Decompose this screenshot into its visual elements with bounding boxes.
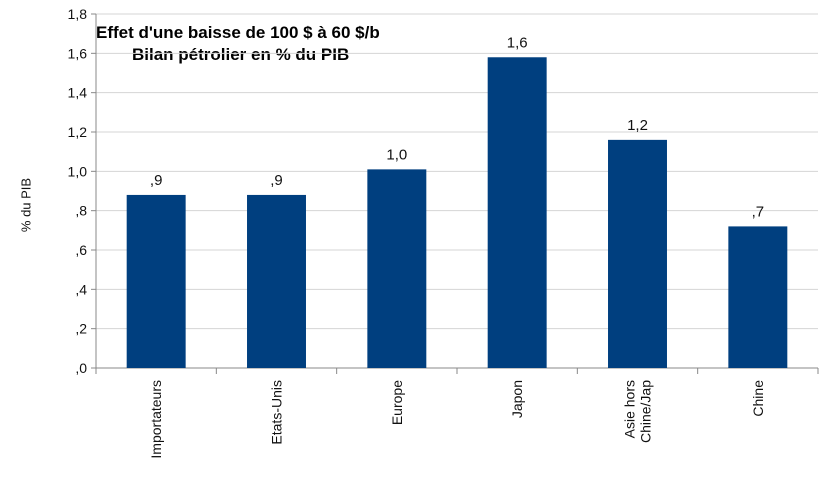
data-label: 1,0	[386, 146, 407, 163]
bar	[126, 194, 186, 368]
bar	[367, 169, 427, 368]
bar	[247, 194, 306, 368]
chart-title: Effet d'une baisse de 100 $ à 60 $/b Bil…	[90, 22, 470, 66]
x-tick-label: Asie hors Chine/Jap	[622, 380, 654, 443]
x-tick-label-line: Asie hors	[622, 380, 638, 438]
x-tick-label: Etats-Unis	[269, 380, 285, 445]
y-tick-label: ,8	[75, 203, 87, 219]
y-tick-label: ,0	[75, 360, 87, 376]
x-tick-label-line: Chine	[750, 380, 766, 417]
bar	[728, 226, 788, 368]
data-label: 1,6	[507, 34, 528, 51]
x-tick-label: Chine	[750, 380, 766, 417]
data-label: ,9	[270, 172, 283, 189]
chart-subtitle: Bilan pétrolier en % du PIB	[132, 45, 350, 64]
x-tick-label-line: Importateurs	[148, 380, 164, 459]
x-tick-label-line: Chine/Jap	[638, 380, 654, 443]
bar	[487, 57, 547, 369]
y-tick-label: ,6	[75, 242, 87, 258]
y-tick-label: 1,4	[68, 85, 88, 101]
x-tick-label: Europe	[389, 380, 405, 425]
x-tick-label-line: Japon	[509, 380, 525, 418]
y-tick-label: ,2	[75, 321, 87, 337]
x-tick-label-line: Etats-Unis	[269, 380, 285, 445]
chart-title-line: Effet d'une baisse de 100 $ à 60 $/b	[96, 23, 380, 42]
data-label: 1,2	[627, 117, 648, 134]
y-tick-label: ,4	[75, 281, 87, 297]
x-tick-label: Importateurs	[148, 380, 164, 459]
x-tick-label-line: Europe	[389, 380, 405, 425]
x-tick-label: Japon	[509, 380, 525, 418]
data-label: ,7	[752, 203, 765, 220]
data-label: ,9	[150, 172, 163, 189]
y-tick-label: 1,2	[68, 124, 88, 140]
y-tick-label: 1,6	[68, 45, 88, 61]
y-tick-label: 1,0	[68, 163, 88, 179]
bar	[608, 139, 667, 368]
y-tick-label: 1,8	[68, 6, 88, 22]
